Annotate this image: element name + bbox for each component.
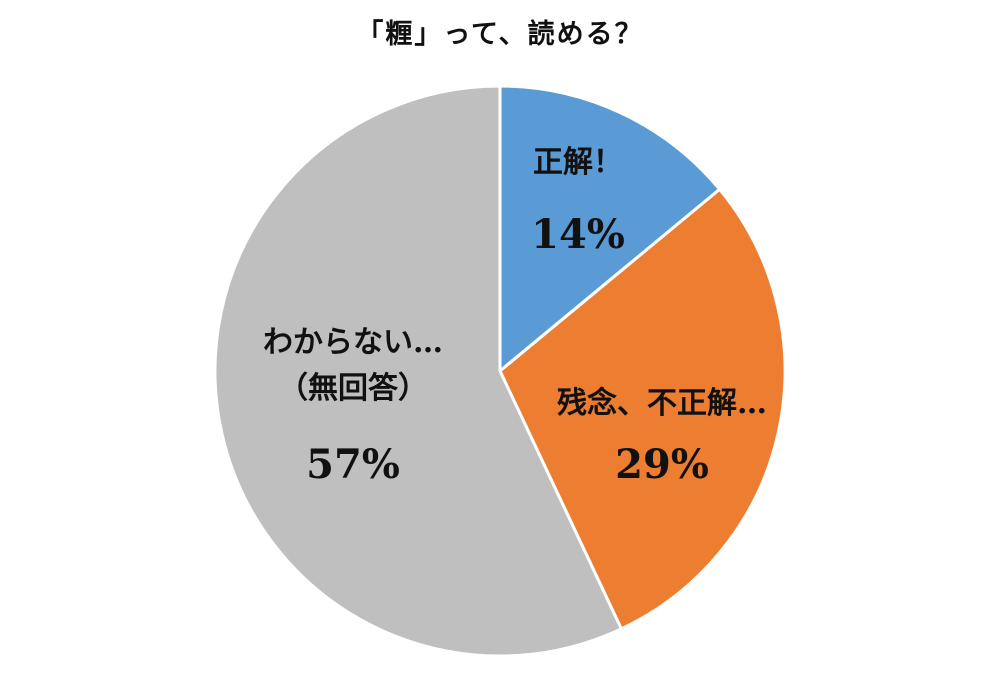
pie-slice-3 [213,84,624,658]
slice-label-3-line-2: （無回答） [278,371,428,406]
slice-percent-2: 29% [615,441,709,488]
pie-slice-1 [498,84,722,375]
slice-percent-3: 57% [306,441,400,488]
slice-label-3-line-1: わからない… [263,325,443,360]
slice-percent-1: 14% [531,211,625,258]
slice-label-2: 残念、不正解… [557,386,767,421]
slice-label-1: 正解！ [533,145,623,180]
chart-title: 「糎」って、読める？ [356,19,644,50]
